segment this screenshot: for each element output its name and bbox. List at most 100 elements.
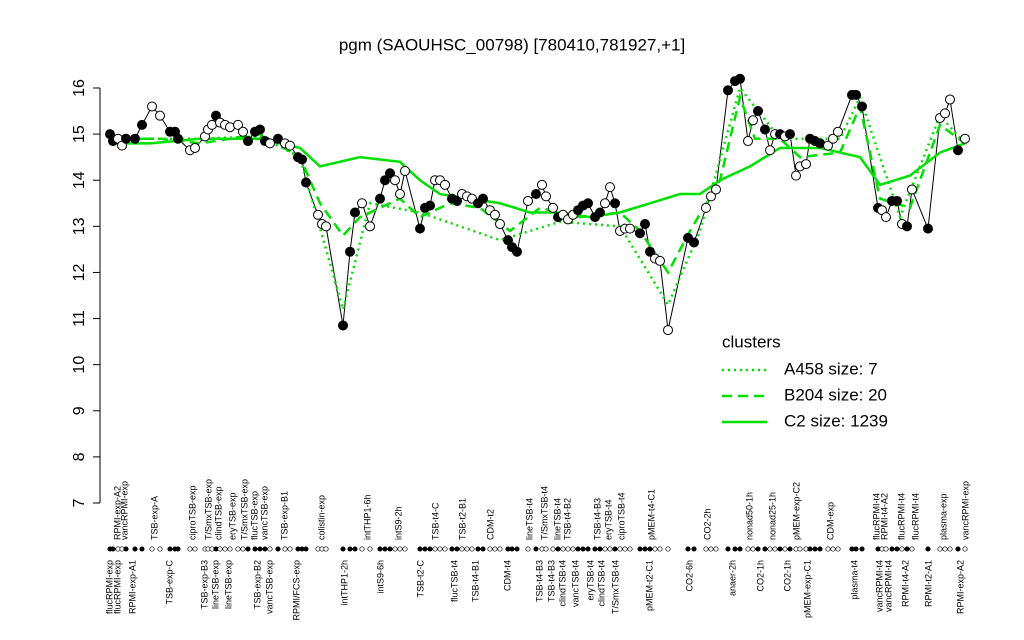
x-label-top: flucTSB-exp <box>249 491 259 540</box>
sample-dot <box>627 546 633 552</box>
sample-dot <box>110 546 116 552</box>
data-point <box>137 119 147 130</box>
x-label-top: vancRPMI-exp <box>119 481 129 540</box>
data-point <box>823 140 833 151</box>
sample-dot <box>685 546 691 552</box>
sample-dot <box>592 546 598 552</box>
data-point <box>610 198 620 209</box>
data-point <box>857 101 867 112</box>
data-point <box>400 166 410 176</box>
sample-dot <box>565 546 571 552</box>
sample-dot <box>937 546 943 552</box>
x-label-top: eryTSB-t4 <box>603 499 613 540</box>
x-label-top: TSB-exp-A <box>149 496 159 540</box>
x-label-bottom: eryTSB-t4 <box>585 560 595 601</box>
sample-dot <box>750 546 756 552</box>
sample-dot <box>427 546 433 552</box>
data-point <box>415 223 425 234</box>
x-label-top: intTHP1-6h <box>362 494 372 540</box>
sample-dot <box>475 546 481 552</box>
sample-dot <box>454 546 460 552</box>
sample-dot <box>962 546 968 552</box>
sample-dot <box>417 546 423 552</box>
sample-dot <box>947 546 953 552</box>
x-label-top: TSB-t4-B2 <box>562 498 572 540</box>
x-label-bottom: flucTSB-t4 <box>449 560 459 602</box>
x-label-bottom: pMEM-t2-C1 <box>644 560 654 611</box>
data-point <box>537 179 547 190</box>
data-point <box>375 193 385 204</box>
data-point <box>748 115 758 126</box>
data-point <box>828 133 838 144</box>
sample-dot <box>492 546 498 552</box>
data-point <box>233 119 243 130</box>
sample-dot <box>525 546 531 552</box>
expression-line <box>109 78 966 331</box>
sample-dot <box>187 546 193 552</box>
data-point <box>953 145 963 156</box>
x-label-bottom: intS9-6h <box>375 560 385 594</box>
x-label-top: vancRPMI-exp <box>960 481 970 540</box>
x-label-bottom: T/SmxTSB-t4 <box>610 560 620 614</box>
sample-dot <box>282 546 288 552</box>
sample-dot <box>772 546 778 552</box>
sample-dot <box>745 546 751 552</box>
data-point <box>785 129 795 140</box>
data-point <box>425 200 435 211</box>
data-point <box>490 209 500 220</box>
x-label-top: TSB-t4-C <box>430 502 440 540</box>
chart-title: pgm (SAOUHSC_00798) [780410,781927,+1] <box>339 35 685 54</box>
sample-dot <box>925 546 931 552</box>
sample-dot <box>652 546 658 552</box>
sample-dot <box>755 546 761 552</box>
sample-dot <box>397 546 403 552</box>
x-label-bottom: RPMI-t4-A2 <box>900 560 910 607</box>
sample-dot <box>782 546 788 552</box>
sample-dot <box>139 546 145 552</box>
data-point <box>365 221 375 232</box>
sample-dot <box>377 546 383 552</box>
x-label-bottom: CO2-6h <box>684 560 694 592</box>
sample-dot <box>192 546 198 552</box>
x-label-bottom: intTHP1-2h <box>339 560 349 606</box>
sample-dot <box>732 546 738 552</box>
data-point <box>321 221 331 232</box>
x-label-top: plasma-exp <box>938 493 948 540</box>
sample-dot <box>807 546 813 552</box>
sample-dot <box>607 546 613 552</box>
sample-dot <box>464 546 470 552</box>
x-label-top: RPMI-t4-A2 <box>879 493 889 540</box>
data-point <box>155 110 165 121</box>
x-label-top: flucRPMI-t4 <box>896 493 906 540</box>
sample-dot <box>737 546 743 552</box>
sample-dot <box>889 546 895 552</box>
sample-dot <box>637 546 643 552</box>
x-label-bottom: CO2-1h <box>755 560 765 592</box>
data-point <box>285 140 295 151</box>
x-label-bottom: pMEM-exp-C1 <box>802 560 812 618</box>
data-point <box>238 126 248 137</box>
x-label-bottom: vancRPMI-t4 <box>883 560 893 612</box>
sample-dot <box>787 546 793 552</box>
data-point <box>121 133 131 144</box>
sample-dot <box>175 546 181 552</box>
x-label-bottom: TSB-t4-B3 <box>546 560 556 602</box>
data-point <box>297 154 307 165</box>
sample-dot <box>422 546 428 552</box>
y-tick-label: 14 <box>71 171 88 189</box>
legend-label: A458 size: 7 <box>784 359 878 378</box>
x-label-top: TSB-t2-B1 <box>457 498 467 540</box>
sample-dot <box>240 546 246 552</box>
x-label-top: T/SmxTSB-exp <box>239 479 249 540</box>
x-label-top: ciproTSB-exp <box>187 485 197 540</box>
data-point <box>892 195 902 206</box>
data-point <box>541 191 551 202</box>
y-tick-label: 15 <box>71 125 88 143</box>
sample-dot <box>777 546 783 552</box>
y-tick-label: 16 <box>71 79 88 97</box>
data-point <box>735 73 745 84</box>
data-point <box>385 168 395 179</box>
sample-dot <box>323 546 329 552</box>
x-label-bottom: CO2-1h <box>782 560 792 592</box>
